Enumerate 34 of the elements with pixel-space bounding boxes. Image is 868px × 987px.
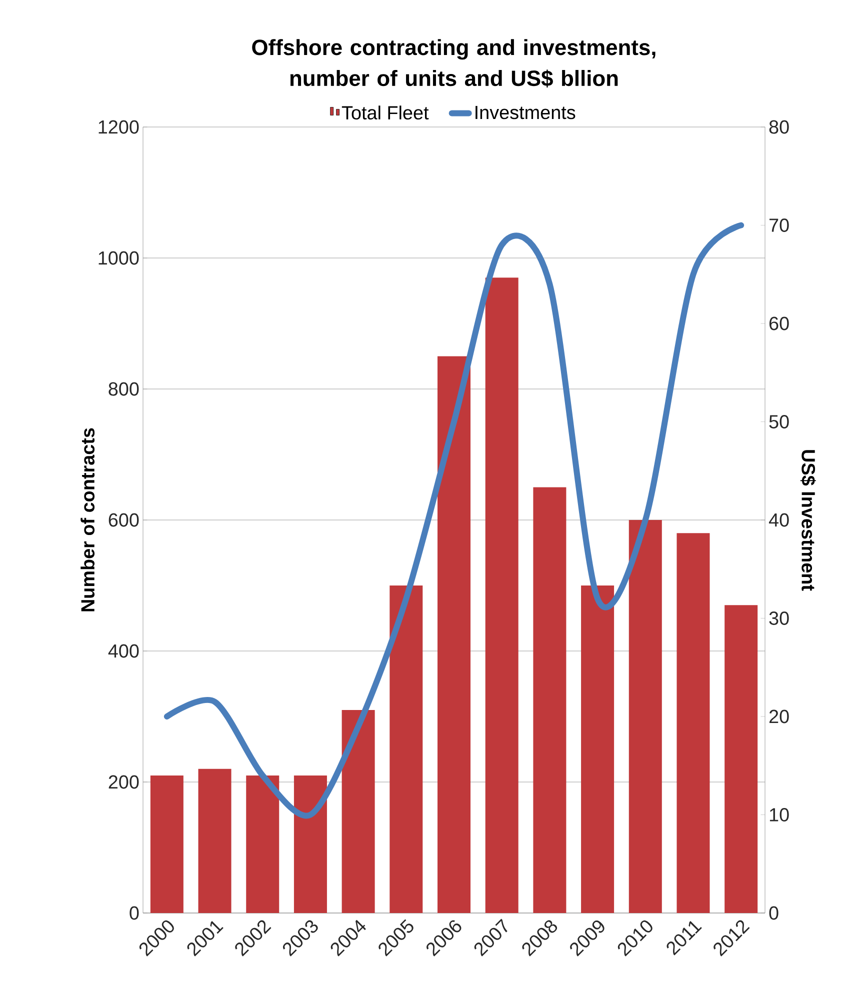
y-tick-label: 1000 <box>98 251 139 265</box>
y-axis-title: Number of contracts <box>80 428 95 612</box>
bar <box>246 775 280 913</box>
y2-tick-label: 80 <box>769 120 789 134</box>
bar <box>676 533 710 913</box>
legend-label: Investments <box>476 106 576 120</box>
y2-axis-title: US$ Investment <box>800 450 816 591</box>
legend-label: Total Fleet <box>342 106 429 120</box>
bar <box>150 775 184 913</box>
y-tick-label: 1200 <box>98 120 139 134</box>
bar <box>533 487 566 913</box>
bar <box>581 585 614 913</box>
y2-tick-label: 50 <box>769 415 789 428</box>
y2-tick-label: 20 <box>769 710 789 724</box>
chart-title: Offshore contracting and investments, number of units and US$ bllion <box>252 39 656 88</box>
bar <box>628 520 662 913</box>
y2-tick-label: 0 <box>769 906 778 920</box>
y2-tick-label: 40 <box>768 513 789 527</box>
bar <box>724 605 758 913</box>
y-tick-label: 400 <box>108 644 139 658</box>
y2-tick-label: 70 <box>770 218 789 232</box>
bar <box>198 768 232 913</box>
y-tick-label: 0 <box>130 906 139 920</box>
bar <box>390 585 423 913</box>
bar <box>294 775 327 913</box>
bar <box>342 710 375 913</box>
y2-tick-label: 30 <box>769 612 789 625</box>
y-tick-label: 200 <box>108 775 139 789</box>
y-tick-label: 600 <box>108 513 139 527</box>
y2-tick-label: 60 <box>769 316 789 330</box>
bar <box>485 278 518 913</box>
bar <box>438 356 471 913</box>
y2-tick-label: 10 <box>770 808 789 822</box>
y-tick-label: 800 <box>108 382 139 396</box>
